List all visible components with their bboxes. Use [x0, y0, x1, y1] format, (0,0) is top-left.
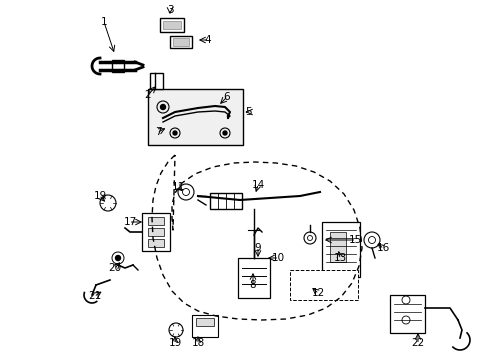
Circle shape	[160, 104, 165, 109]
Text: 4: 4	[204, 35, 211, 45]
Bar	[170, 36, 192, 48]
Bar	[196, 318, 214, 326]
Text: 22: 22	[410, 338, 424, 348]
Text: 16: 16	[376, 243, 389, 253]
Text: 17: 17	[123, 217, 136, 227]
Text: 19: 19	[93, 191, 106, 201]
Text: 3: 3	[166, 5, 173, 15]
Bar	[163, 21, 181, 29]
Text: 20: 20	[108, 263, 122, 273]
Text: 14: 14	[251, 180, 264, 190]
Bar	[142, 213, 170, 251]
Bar	[148, 89, 243, 145]
Text: 5: 5	[244, 107, 251, 117]
Text: 6: 6	[223, 92, 230, 102]
Bar	[321, 222, 359, 277]
Circle shape	[115, 256, 120, 261]
Text: 9: 9	[254, 243, 261, 253]
Bar	[329, 232, 346, 262]
Bar	[148, 228, 163, 236]
Text: 10: 10	[271, 253, 284, 263]
Bar	[289, 270, 357, 300]
Text: 15: 15	[347, 235, 361, 245]
Bar	[173, 38, 189, 46]
Text: 11: 11	[171, 182, 184, 192]
Text: 21: 21	[88, 291, 102, 301]
Text: 13: 13	[333, 253, 346, 263]
Text: 12: 12	[311, 288, 324, 298]
Text: 2: 2	[144, 90, 151, 100]
Bar	[209, 193, 242, 209]
Text: 19: 19	[168, 338, 181, 348]
Bar	[238, 258, 269, 298]
Bar	[148, 217, 163, 225]
Text: 1: 1	[101, 17, 107, 27]
Text: 8: 8	[249, 280, 256, 290]
Text: 18: 18	[191, 338, 204, 348]
Bar	[148, 239, 163, 247]
Bar	[150, 73, 163, 89]
Bar	[192, 315, 218, 337]
Bar	[160, 18, 183, 32]
Text: 7: 7	[154, 127, 161, 137]
Circle shape	[173, 131, 177, 135]
Circle shape	[223, 131, 226, 135]
Bar	[389, 295, 424, 333]
Bar	[112, 60, 124, 72]
